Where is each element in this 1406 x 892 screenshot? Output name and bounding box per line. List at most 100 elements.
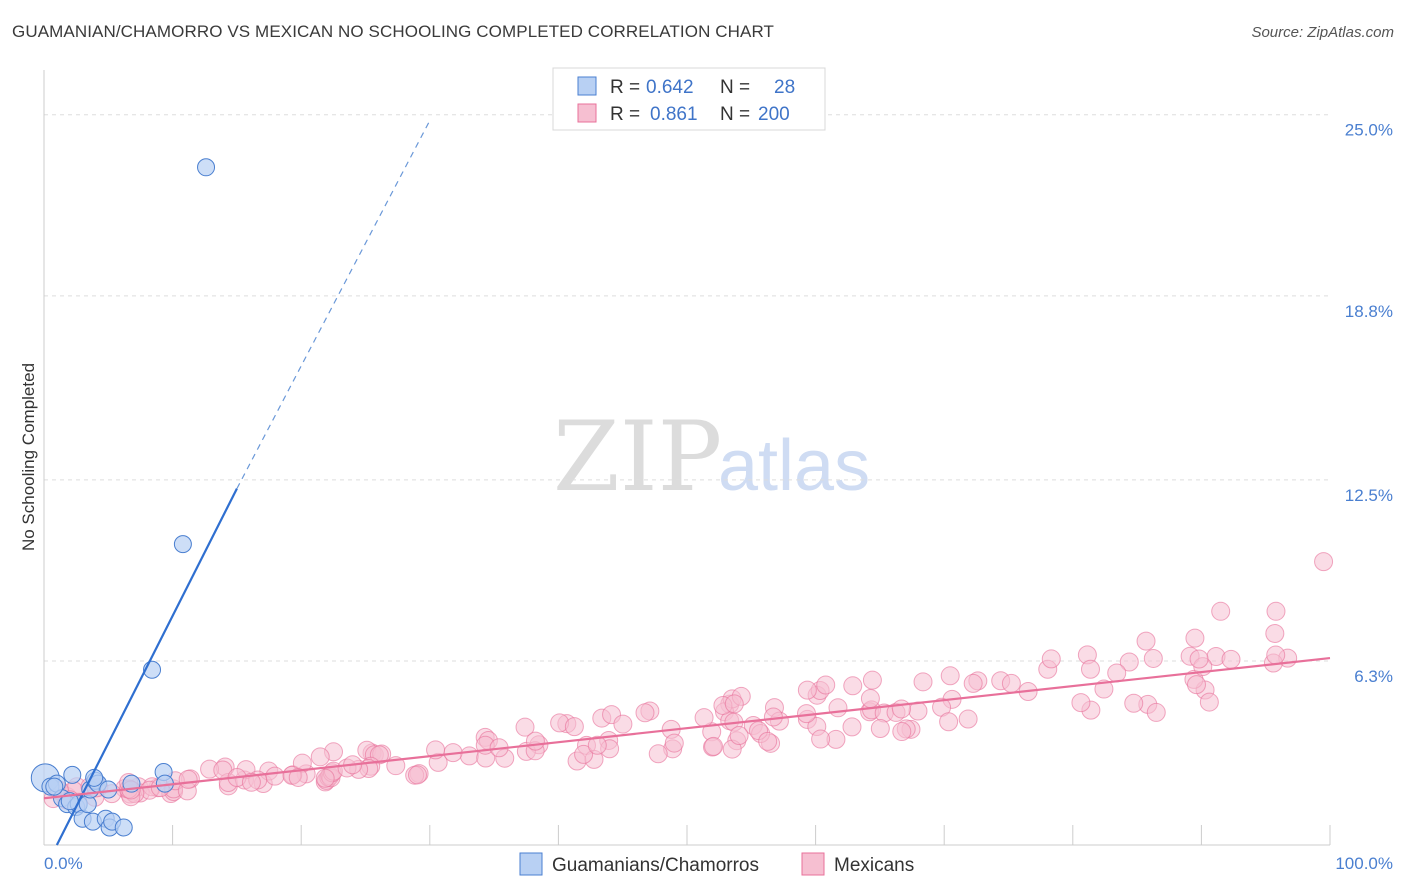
- mexicans-point: [613, 714, 633, 734]
- guamanians-points: [30, 158, 216, 837]
- mexicans-point: [891, 699, 911, 719]
- mexicans-point: [694, 708, 714, 728]
- mexicans-point: [892, 722, 912, 742]
- bottom-legend-pink-swatch: [801, 852, 825, 876]
- mexicans-point: [1199, 692, 1219, 712]
- watermark-atlas: atlas: [718, 426, 870, 506]
- mexicans-point: [288, 767, 308, 787]
- mexicans-point: [1189, 649, 1209, 669]
- mexicans-point: [758, 731, 778, 751]
- mexicans-point: [1221, 649, 1241, 669]
- guamanians-point: [114, 818, 133, 837]
- x-tick-label-1: 100.0%: [1335, 854, 1393, 873]
- mexicans-point: [515, 717, 535, 737]
- mexicans-point: [648, 744, 668, 764]
- guamanians-trend-extension: [236, 120, 431, 489]
- mexicans-point: [664, 733, 684, 753]
- mexicans-point: [724, 694, 744, 714]
- chart-title: GUAMANIAN/CHAMORRO VS MEXICAN NO SCHOOLI…: [12, 22, 775, 41]
- y-tick-label-2: 18.8%: [1345, 302, 1393, 321]
- mexicans-point: [862, 670, 882, 690]
- mexicans-point: [635, 703, 655, 723]
- x-tick-label-0: 0.0%: [44, 854, 83, 873]
- mexicans-point: [729, 726, 749, 746]
- mexicans-point: [315, 768, 335, 788]
- legend-r-value-2: 0.861: [650, 104, 698, 125]
- mexicans-point: [940, 666, 960, 686]
- legend-r-label-1: R =: [610, 77, 640, 98]
- mexicans-point: [241, 772, 261, 792]
- legend-box: [552, 67, 826, 131]
- mexicans-points: [43, 552, 1334, 812]
- mexicans-point: [704, 736, 724, 756]
- source-credit: Source: ZipAtlas.com: [1251, 24, 1394, 41]
- y-tick-label-0: 6.3%: [1354, 667, 1393, 686]
- mexicans-point: [963, 673, 983, 693]
- mexicans-point: [816, 675, 836, 695]
- mexicans-point: [870, 719, 890, 739]
- mexicans-point: [525, 731, 545, 751]
- legend-n-value-1: 28: [774, 77, 795, 98]
- guamanians-trend-line: [55, 488, 238, 846]
- guamanians-point: [45, 777, 64, 796]
- axis-layer: 6.3% 12.5% 18.8% 25.0% 0.0% 100.0%: [43, 70, 1393, 873]
- mexicans-point: [1265, 623, 1285, 643]
- grid-layer: [44, 114, 1330, 662]
- mexicans-point: [407, 765, 427, 785]
- y-axis-label: No Schooling Completed: [19, 363, 38, 551]
- mexicans-point: [1124, 693, 1144, 713]
- mexicans-point: [842, 717, 862, 737]
- mexicans-point: [1080, 659, 1100, 679]
- guamanians-point: [197, 158, 216, 177]
- mexicans-point: [1001, 673, 1021, 693]
- mexicans-point: [913, 672, 933, 692]
- mexicans-point: [310, 747, 330, 767]
- mexicans-point: [1185, 628, 1205, 648]
- mexicans-point: [1266, 645, 1286, 665]
- legend-n-label-2: N =: [720, 104, 750, 125]
- mexicans-point: [1314, 552, 1334, 572]
- mexicans-point: [828, 698, 848, 718]
- legend-n-value-2: 200: [758, 104, 790, 125]
- mexicans-point: [587, 735, 607, 755]
- trend-lines: [43, 120, 1331, 846]
- mexicans-point: [1143, 648, 1163, 668]
- top-legend: R = 0.642 N = 28 R = 0.861 N = 200: [552, 67, 826, 131]
- mexicans-point: [265, 766, 285, 786]
- mexicans-point: [958, 709, 978, 729]
- legend-r-label-2: R =: [610, 104, 640, 125]
- legend-blue-swatch: [577, 76, 597, 96]
- mexicans-point: [459, 746, 479, 766]
- guamanians-point: [78, 795, 97, 814]
- y-tick-label-3: 25.0%: [1345, 121, 1393, 140]
- mexicans-point: [1107, 663, 1127, 683]
- watermark-zip: ZIP: [553, 401, 722, 513]
- legend-pink-swatch: [577, 103, 597, 123]
- mexicans-point: [1186, 675, 1206, 695]
- mexicans-point: [178, 769, 198, 789]
- bottom-legend-series1: Guamanians/Chamorros: [552, 855, 759, 876]
- guamanians-point: [173, 535, 192, 554]
- mexicans-point: [797, 680, 817, 700]
- guamanians-point: [63, 765, 82, 784]
- mexicans-point: [1071, 693, 1091, 713]
- mexicans-point: [1211, 601, 1231, 621]
- mexicans-point: [1146, 702, 1166, 722]
- mexicans-point: [574, 744, 594, 764]
- bottom-legend: Guamanians/Chamorros Mexicans: [519, 852, 914, 876]
- bottom-legend-series2: Mexicans: [834, 855, 914, 876]
- mexicans-trend-line: [43, 656, 1331, 800]
- mexicans-point: [1119, 652, 1139, 672]
- mexicans-point: [860, 689, 880, 709]
- mexicans-point: [1266, 601, 1286, 621]
- legend-n-label-1: N =: [720, 77, 750, 98]
- legend-r-value-1: 0.642: [646, 77, 694, 98]
- mexicans-point: [1136, 631, 1156, 651]
- mexicans-point: [843, 676, 863, 696]
- bottom-legend-blue-swatch: [519, 852, 543, 876]
- mexicans-point: [1094, 679, 1114, 699]
- y-tick-label-1: 12.5%: [1345, 486, 1393, 505]
- mexicans-point: [811, 729, 831, 749]
- mexicans-point: [1041, 649, 1061, 669]
